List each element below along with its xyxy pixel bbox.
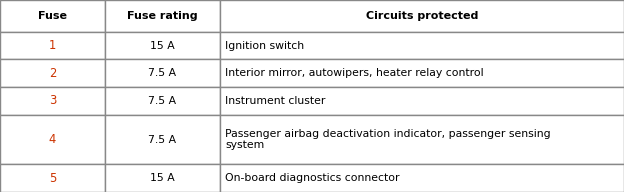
Bar (220, 164, 624, 192)
Text: 7.5 A: 7.5 A (149, 68, 177, 78)
Text: 15 A: 15 A (150, 173, 175, 183)
Text: Ignition switch: Ignition switch (225, 41, 304, 50)
Bar (0, 164, 105, 192)
Text: 2: 2 (49, 67, 56, 80)
Bar (220, 0, 624, 32)
Bar (220, 59, 624, 87)
Bar (105, 87, 220, 115)
Text: Fuse rating: Fuse rating (127, 11, 198, 21)
Text: 4: 4 (49, 133, 56, 146)
Bar (0, 0, 105, 32)
Bar (105, 0, 220, 32)
Text: 15 A: 15 A (150, 41, 175, 50)
Text: system: system (225, 140, 264, 150)
Text: 1: 1 (49, 39, 56, 52)
Text: 5: 5 (49, 172, 56, 185)
Bar (0, 115, 105, 164)
Text: Passenger airbag deactivation indicator, passenger sensing: Passenger airbag deactivation indicator,… (225, 129, 550, 139)
Bar (0, 87, 105, 115)
Bar (105, 59, 220, 87)
Bar (220, 32, 624, 59)
Text: 3: 3 (49, 94, 56, 107)
Text: Interior mirror, autowipers, heater relay control: Interior mirror, autowipers, heater rela… (225, 68, 484, 78)
Text: Fuse: Fuse (38, 11, 67, 21)
Text: Circuits protected: Circuits protected (366, 11, 478, 21)
Text: On-board diagnostics connector: On-board diagnostics connector (225, 173, 399, 183)
Text: 7.5 A: 7.5 A (149, 96, 177, 106)
Text: Instrument cluster: Instrument cluster (225, 96, 325, 106)
Bar (0, 59, 105, 87)
Bar (105, 32, 220, 59)
Bar (0, 32, 105, 59)
Bar (105, 115, 220, 164)
Bar (105, 164, 220, 192)
Bar (220, 115, 624, 164)
Text: 7.5 A: 7.5 A (149, 135, 177, 145)
Bar (220, 87, 624, 115)
